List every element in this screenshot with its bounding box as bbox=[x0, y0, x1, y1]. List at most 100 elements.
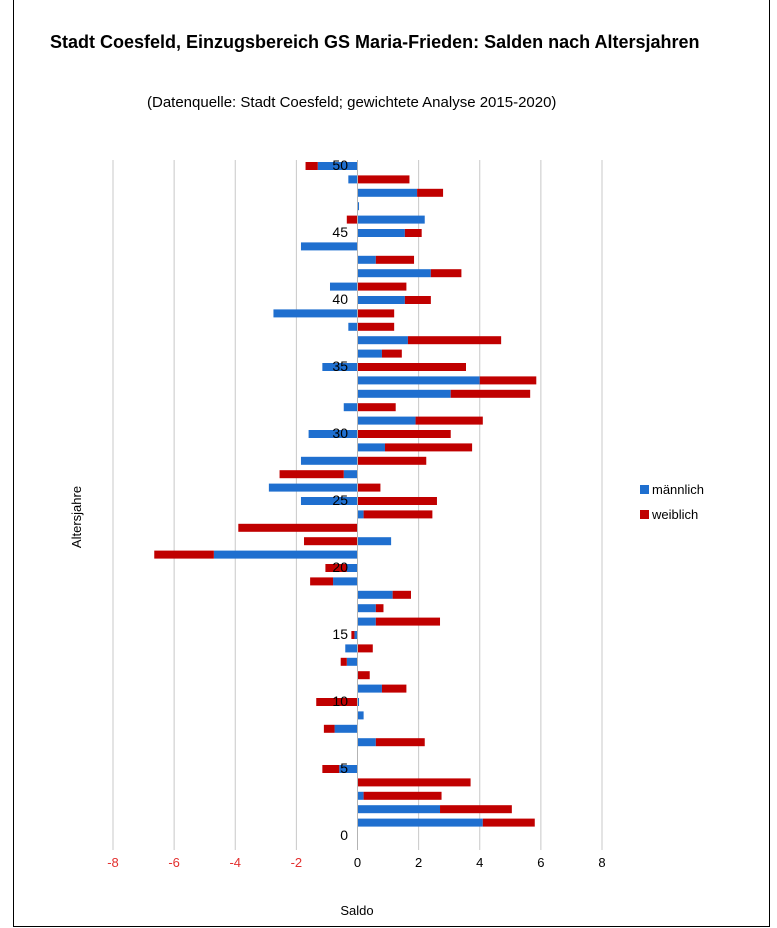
y-axis-label: Altersjahre bbox=[69, 486, 84, 548]
bar bbox=[300, 242, 358, 251]
x-tick-label: -8 bbox=[107, 855, 119, 870]
x-tick-label: 0 bbox=[354, 855, 361, 870]
bar bbox=[340, 657, 347, 666]
bar bbox=[357, 604, 376, 613]
x-tick-label: -4 bbox=[229, 855, 241, 870]
bar bbox=[357, 443, 386, 452]
bar bbox=[300, 497, 358, 505]
bar bbox=[357, 617, 376, 626]
bar bbox=[375, 255, 415, 264]
x-axis-label: Saldo bbox=[340, 903, 373, 918]
bar bbox=[357, 296, 405, 304]
y-tick-label: 0 bbox=[340, 827, 348, 843]
bars bbox=[154, 162, 537, 827]
bar bbox=[479, 376, 537, 385]
x-tick-label: 8 bbox=[598, 855, 605, 870]
y-tick-label: 10 bbox=[332, 693, 348, 709]
bar bbox=[357, 483, 381, 492]
bar bbox=[346, 657, 358, 666]
y-tick-label: 20 bbox=[332, 559, 348, 575]
x-tick-label: 4 bbox=[476, 855, 483, 870]
bar bbox=[316, 698, 358, 706]
bar bbox=[375, 617, 441, 626]
bar bbox=[357, 389, 451, 398]
bar bbox=[357, 818, 483, 827]
bar bbox=[381, 684, 407, 693]
bar bbox=[415, 416, 483, 425]
bar bbox=[322, 363, 358, 371]
bar bbox=[357, 456, 427, 465]
legend-swatch bbox=[640, 485, 649, 494]
bar bbox=[357, 336, 408, 345]
x-tick-label: 6 bbox=[537, 855, 544, 870]
bar bbox=[357, 363, 466, 371]
bar bbox=[357, 698, 360, 706]
bar bbox=[357, 684, 382, 693]
bar bbox=[357, 229, 405, 237]
axes: -8 -6 -4 -2 0 2 4 6 8 0 5 10 15 20 25 30 35 40 45 50 bbox=[107, 157, 605, 870]
bar bbox=[407, 336, 502, 345]
y-tick-label: 25 bbox=[332, 492, 348, 508]
bar bbox=[392, 590, 411, 599]
x-tick-label: -2 bbox=[291, 855, 303, 870]
bar bbox=[357, 711, 364, 720]
bar bbox=[404, 296, 431, 304]
bar bbox=[381, 349, 402, 358]
bar bbox=[357, 778, 471, 787]
y-tick-label: 40 bbox=[332, 291, 348, 307]
bar bbox=[154, 550, 214, 559]
bar bbox=[357, 791, 364, 800]
bar bbox=[304, 537, 358, 546]
bar bbox=[357, 376, 480, 385]
bar bbox=[310, 577, 334, 586]
bar bbox=[357, 215, 425, 224]
bar bbox=[357, 309, 395, 318]
bar bbox=[357, 175, 410, 184]
chart-frame bbox=[13, 0, 770, 927]
bar bbox=[346, 564, 358, 572]
bar bbox=[325, 564, 347, 572]
y-tick-label: 35 bbox=[332, 358, 348, 374]
bar bbox=[357, 537, 392, 546]
bar bbox=[339, 765, 358, 773]
bar bbox=[357, 590, 393, 599]
bar bbox=[343, 403, 358, 412]
bar bbox=[322, 765, 340, 773]
bar bbox=[482, 818, 535, 827]
bar bbox=[357, 349, 382, 358]
legend-label: männlich bbox=[652, 482, 704, 497]
bar bbox=[404, 229, 422, 237]
bar bbox=[346, 215, 358, 224]
bar bbox=[440, 805, 512, 814]
y-tick-label: 50 bbox=[332, 157, 348, 173]
bar bbox=[345, 644, 358, 653]
bar bbox=[357, 416, 416, 425]
bar bbox=[357, 738, 376, 747]
bar bbox=[279, 470, 344, 479]
bar bbox=[357, 255, 376, 264]
bar bbox=[357, 430, 451, 438]
bar bbox=[354, 631, 358, 639]
chart-subtitle: (Datenquelle: Stadt Coesfeld; gewichtete… bbox=[147, 94, 557, 111]
bar bbox=[238, 523, 358, 532]
bar bbox=[363, 510, 433, 519]
bar bbox=[357, 403, 396, 412]
y-tick-label: 30 bbox=[332, 425, 348, 441]
bar bbox=[305, 162, 318, 170]
bar bbox=[357, 497, 437, 505]
legend-label: weiblich bbox=[651, 507, 698, 522]
bar bbox=[348, 322, 358, 331]
x-tick-label: 2 bbox=[415, 855, 422, 870]
bar bbox=[357, 671, 370, 680]
bar bbox=[363, 791, 442, 800]
bar bbox=[357, 510, 364, 519]
bar bbox=[375, 604, 384, 613]
bar bbox=[450, 389, 531, 398]
legend: männlich weiblich bbox=[640, 482, 704, 522]
bar bbox=[323, 724, 335, 733]
bar bbox=[417, 188, 444, 197]
bar bbox=[430, 269, 462, 278]
bar bbox=[213, 550, 358, 559]
bar bbox=[268, 483, 358, 492]
